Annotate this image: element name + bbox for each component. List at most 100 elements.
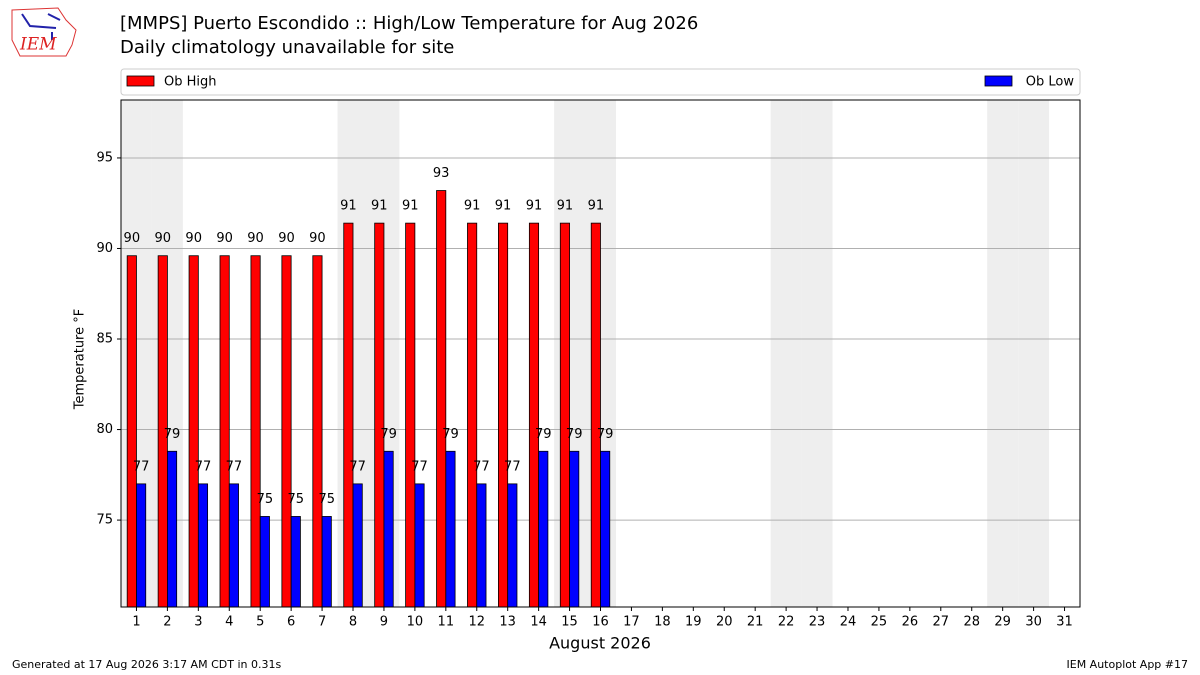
x-tick-label: 31	[1056, 615, 1073, 630]
footer-left: Generated at 17 Aug 2026 3:17 AM CDT in …	[12, 658, 281, 671]
x-tick-label: 19	[685, 615, 702, 630]
data-label: 90	[185, 231, 202, 246]
x-tick-label: 6	[287, 615, 295, 630]
bar	[281, 255, 292, 608]
x-tick-label: 10	[407, 615, 424, 630]
bar	[290, 516, 301, 608]
legend-label: Ob High	[164, 75, 217, 90]
bar	[590, 222, 601, 608]
x-tick-label: 23	[809, 615, 826, 630]
bar	[197, 483, 209, 608]
bar	[507, 483, 518, 608]
bar	[167, 450, 178, 608]
y-axis-label: Temperature °F	[73, 309, 88, 410]
data-label: 77	[195, 459, 212, 474]
data-label: 90	[309, 231, 326, 246]
x-tick-label: 2	[163, 615, 171, 630]
x-tick-label: 13	[499, 615, 516, 630]
data-label: 90	[247, 231, 264, 246]
data-label: 91	[402, 199, 419, 214]
x-tick-label: 11	[438, 615, 455, 630]
y-tick-label: 75	[96, 513, 113, 528]
logo-outline	[11, 7, 77, 57]
data-label: 79	[380, 427, 397, 442]
data-label: 77	[226, 459, 243, 474]
bar	[559, 222, 570, 608]
x-tick-label: 21	[747, 615, 764, 630]
data-label: 75	[288, 492, 305, 507]
y-tick-label: 95	[96, 150, 113, 165]
x-tick-label: 30	[1025, 615, 1042, 630]
legend-swatch	[126, 75, 155, 87]
x-tick-label: 8	[349, 615, 357, 630]
x-tick-label: 14	[530, 615, 547, 630]
x-tick-label: 22	[778, 615, 795, 630]
bar	[467, 222, 478, 608]
bar	[436, 190, 447, 608]
bar	[126, 255, 137, 608]
data-label: 79	[597, 427, 614, 442]
chart-subtitle: Daily climatology unavailable for site	[120, 37, 454, 58]
x-tick-label: 26	[902, 615, 919, 630]
legend-label: Ob Low	[1026, 75, 1075, 90]
bar	[343, 222, 354, 608]
x-tick-label: 3	[194, 615, 202, 630]
data-label: 91	[557, 199, 574, 214]
bar	[312, 255, 323, 608]
bar	[414, 483, 425, 608]
logo-icon	[21, 13, 61, 40]
data-label: 93	[433, 166, 450, 181]
data-label: 90	[216, 231, 233, 246]
weekend-shade	[1018, 100, 1050, 607]
bar	[600, 450, 611, 608]
data-label: 77	[133, 459, 150, 474]
x-tick-label: 28	[963, 615, 980, 630]
data-label: 91	[464, 199, 481, 214]
x-tick-label: 29	[994, 615, 1011, 630]
legend	[120, 68, 1081, 96]
bar	[321, 516, 332, 608]
data-label: 91	[588, 199, 605, 214]
data-label: 77	[349, 459, 366, 474]
bar	[250, 255, 261, 608]
data-label: 77	[473, 459, 490, 474]
data-label: 91	[371, 199, 388, 214]
x-tick-label: 25	[871, 615, 888, 630]
x-tick-label: 5	[256, 615, 264, 630]
weekend-shade	[801, 100, 833, 607]
data-label: 90	[278, 231, 295, 246]
logo-text: IEM	[19, 35, 57, 55]
bar	[383, 450, 394, 608]
weekend-shade	[770, 100, 802, 607]
x-tick-label: 18	[654, 615, 671, 630]
x-tick-label: 4	[225, 615, 233, 630]
footer-right: IEM Autoplot App #17	[1067, 658, 1189, 671]
x-tick-label: 1	[132, 615, 140, 630]
data-label: 75	[257, 492, 274, 507]
x-tick-label: 7	[318, 615, 326, 630]
bar	[445, 450, 456, 608]
bar	[352, 483, 363, 608]
x-tick-label: 17	[623, 615, 640, 630]
data-label: 91	[495, 199, 512, 214]
bar	[219, 255, 230, 608]
bar	[405, 222, 416, 608]
x-tick-label: 9	[380, 615, 388, 630]
data-label: 90	[124, 231, 141, 246]
y-tick-label: 90	[96, 241, 113, 256]
y-tick-label: 80	[96, 422, 113, 437]
data-label: 79	[442, 427, 459, 442]
bar	[259, 516, 270, 608]
data-label: 75	[318, 492, 335, 507]
weekend-shade	[987, 100, 1019, 607]
bar	[476, 483, 487, 608]
x-tick-label: 16	[592, 615, 609, 630]
bar	[528, 222, 540, 608]
data-label: 79	[535, 427, 552, 442]
data-label: 90	[154, 231, 171, 246]
x-axis-label: August 2026	[549, 634, 651, 653]
data-label: 79	[164, 427, 181, 442]
x-tick-label: 12	[468, 615, 485, 630]
data-label: 79	[566, 427, 583, 442]
